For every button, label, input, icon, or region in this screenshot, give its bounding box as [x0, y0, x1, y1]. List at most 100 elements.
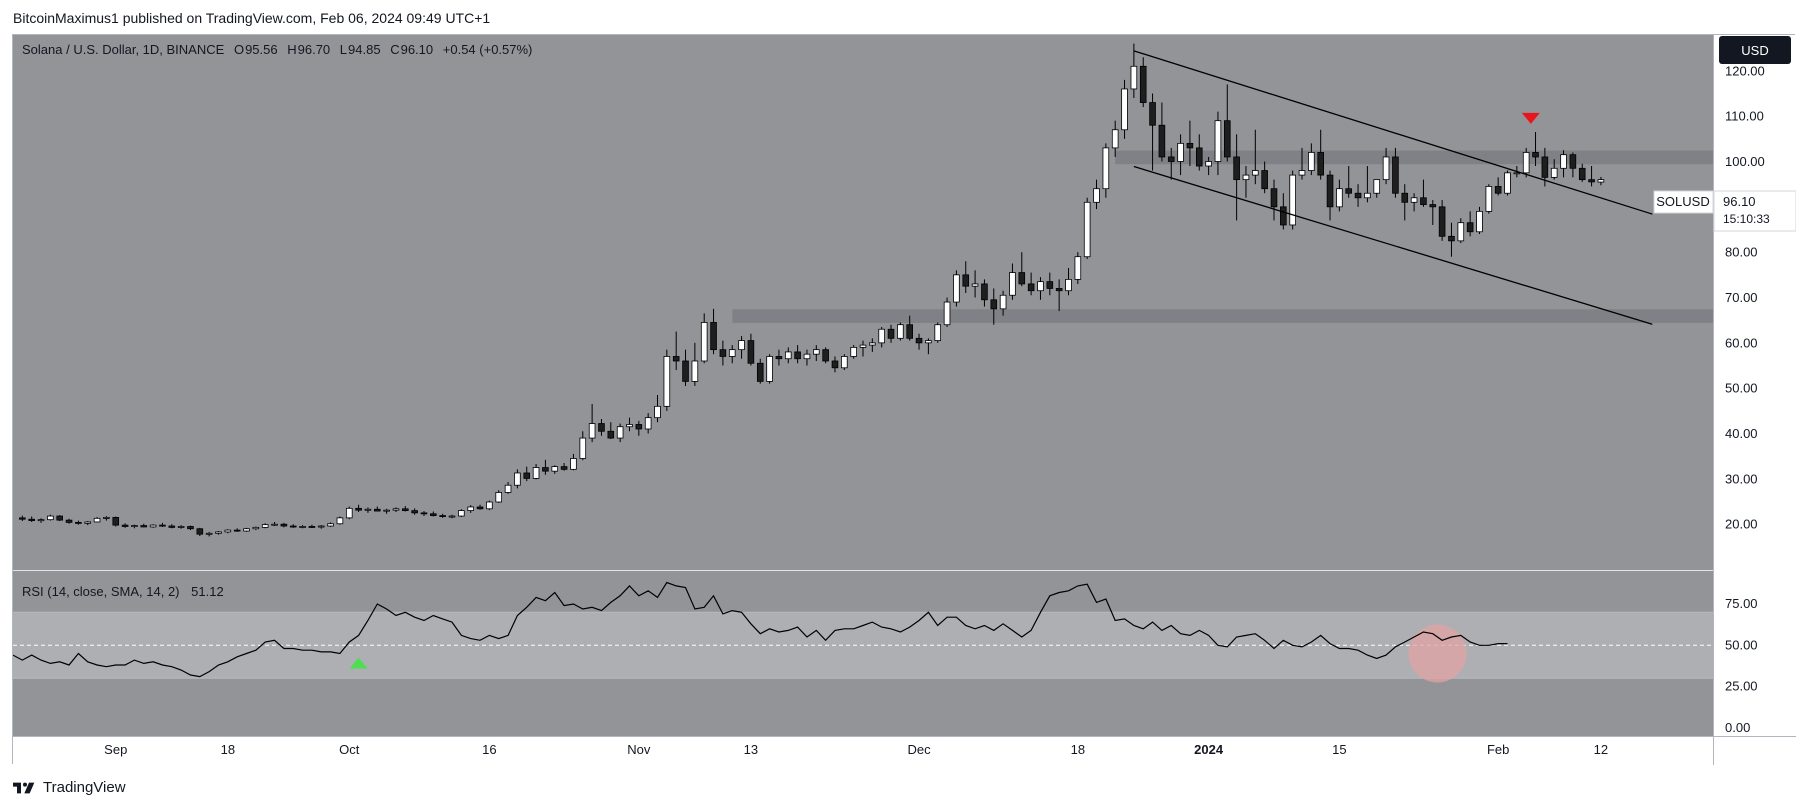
candle-body — [700, 322, 708, 362]
high-label: H — [287, 42, 296, 57]
candle-body — [140, 525, 148, 528]
footer-brand-text: TradingView — [43, 779, 126, 796]
candle-body — [1457, 222, 1465, 242]
candle-body — [1569, 154, 1577, 169]
tradingview-logo-icon — [13, 782, 35, 793]
close-value: 96.10 — [401, 42, 434, 57]
candle-body — [766, 356, 773, 382]
rsi-highlight-circle — [1408, 624, 1467, 683]
candle-body — [1466, 222, 1474, 233]
candle-body — [308, 526, 316, 528]
candle-body — [626, 424, 633, 428]
candle-body — [1597, 179, 1605, 183]
candle-body — [373, 508, 381, 512]
candle-body — [878, 328, 885, 344]
chart-container[interactable]: 120.00110.00100.0090.0080.0070.0060.0050… — [12, 34, 1796, 765]
candle-body — [215, 531, 222, 534]
candle-body — [1102, 147, 1110, 190]
candle-body — [1522, 152, 1530, 174]
rsi-line — [13, 581, 1508, 678]
candle-body — [467, 506, 474, 512]
low-value: 94.85 — [348, 42, 381, 57]
candle-body — [691, 360, 699, 382]
candle-body — [1046, 281, 1054, 289]
candle-body — [1560, 154, 1567, 169]
candle-body — [252, 526, 260, 530]
candle-body — [1476, 210, 1483, 233]
candle-body — [644, 417, 652, 430]
time-tick-label: 15 — [1332, 742, 1346, 757]
candle-body — [869, 342, 876, 346]
candle-body — [841, 356, 848, 369]
time-axis: Sep 18 Oct 16 Nov 13 Dec 18 2024 15 Feb 12 — [104, 742, 1608, 757]
candle-body — [402, 508, 409, 512]
time-tick-label: Oct — [339, 742, 360, 757]
candle-body — [607, 430, 615, 439]
resistance-zone — [1115, 150, 1713, 165]
price-tick-label: 40.00 — [1725, 426, 1758, 441]
candles-layer — [19, 43, 1605, 537]
candle-body — [1588, 179, 1595, 183]
candle-body — [299, 526, 306, 528]
candle-body — [1382, 156, 1390, 181]
currency-button[interactable]: USD — [1719, 36, 1791, 64]
candle-body — [280, 523, 288, 527]
candle-body — [1214, 120, 1222, 162]
candle-body — [131, 525, 138, 527]
candle-body — [579, 437, 587, 459]
candle-body — [943, 301, 951, 326]
candle-body — [1429, 204, 1437, 208]
high-value: 96.70 — [298, 42, 331, 57]
candle-body — [588, 423, 596, 439]
symbol-title[interactable]: Solana / U.S. Dollar, 1D, BINANCE — [22, 42, 225, 57]
candle-body — [56, 515, 63, 521]
price-tick-label: 100.00 — [1725, 154, 1765, 169]
candle-body — [1121, 88, 1128, 131]
candle-body — [523, 472, 531, 479]
time-tick-label: 16 — [482, 742, 496, 757]
candle-body — [1578, 167, 1586, 181]
candle-body — [803, 353, 811, 360]
candle-body — [47, 515, 54, 521]
candle-body — [1298, 170, 1306, 176]
candle-body — [1009, 272, 1016, 296]
candle-body — [813, 349, 820, 355]
candle-body — [887, 328, 895, 339]
chart-svg[interactable]: 120.00110.00100.0090.0080.0070.0060.0050… — [13, 35, 1796, 765]
open-value: 95.56 — [245, 42, 278, 57]
time-tick-label: 18 — [1071, 742, 1085, 757]
candle-body — [1205, 161, 1212, 167]
rsi-axis: 75.00 50.00 25.00 0.00 — [1725, 596, 1758, 735]
candle-body — [37, 519, 45, 522]
candle-body — [1550, 167, 1558, 178]
candle-body — [1345, 188, 1353, 194]
candle-body — [1392, 156, 1399, 194]
support-zone — [732, 309, 1713, 323]
candle-body — [1037, 281, 1044, 292]
candle-body — [1065, 278, 1072, 292]
ohlc-legend: Solana / U.S. Dollar, 1D, BINANCE O95.56… — [22, 42, 532, 57]
price-axis: 120.00110.00100.0090.0080.0070.0060.0050… — [1725, 63, 1765, 531]
candle-body — [990, 299, 998, 310]
candle-body — [784, 351, 792, 360]
candle-body — [616, 426, 624, 439]
candle-body — [1233, 156, 1240, 181]
candle-body — [1083, 201, 1091, 258]
rsi-value: 51.12 — [191, 584, 224, 599]
price-tick-label: 60.00 — [1725, 335, 1758, 350]
rsi-label[interactable]: RSI (14, close, SMA, 14, 2) — [22, 584, 180, 599]
candle-body — [1326, 174, 1334, 208]
candle-body — [831, 360, 839, 369]
candle-body — [1513, 172, 1521, 175]
candle-body — [504, 484, 512, 493]
footer-brand[interactable]: TradingView — [13, 779, 126, 796]
time-tick-label: Feb — [1487, 742, 1509, 757]
candle-body — [542, 467, 549, 472]
candle-body — [1027, 283, 1035, 292]
candle-body — [1438, 206, 1446, 237]
rsi-tick-label: 50.00 — [1725, 637, 1758, 652]
candle-body — [364, 508, 372, 511]
change-value: +0.54 (+0.57%) — [443, 42, 533, 57]
candle-body — [205, 532, 213, 535]
candle-body — [1149, 102, 1156, 126]
